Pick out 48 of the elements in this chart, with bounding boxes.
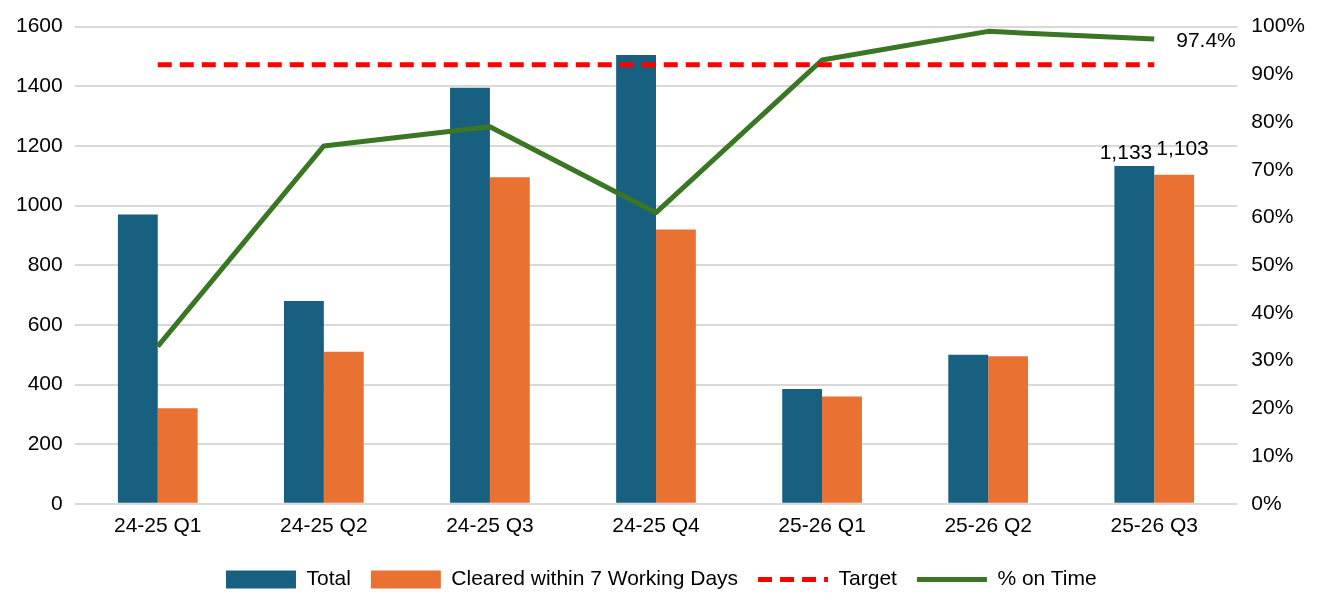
y-tick-label: 600 — [27, 311, 63, 335]
y2-tick-label: 10% — [1251, 442, 1294, 466]
bar — [1154, 174, 1195, 503]
y2-tick-label: 30% — [1251, 347, 1294, 371]
x-tick-label: 25-26 Q1 — [778, 513, 866, 537]
y2-tick-label: 80% — [1251, 108, 1294, 132]
y-tick-label: 200 — [27, 430, 63, 454]
bar — [782, 388, 823, 503]
y2-tick-label: 40% — [1251, 299, 1294, 323]
data-label: 1,133 — [1099, 139, 1153, 163]
bar — [157, 408, 198, 503]
y-tick-label: 1400 — [16, 73, 63, 97]
y2-tick-label: 100% — [1251, 13, 1306, 37]
bar — [489, 177, 530, 503]
y2-tick-label: 50% — [1251, 252, 1294, 275]
bar — [988, 356, 1029, 503]
bar — [1114, 165, 1155, 503]
bar — [450, 87, 490, 503]
legend-label: % on Time — [997, 566, 1097, 590]
bar — [117, 214, 158, 503]
y-tick-label: 0 — [51, 490, 63, 514]
x-tick-label: 25-26 Q3 — [1110, 513, 1199, 537]
bar — [822, 396, 862, 503]
legend-label: Target — [838, 566, 898, 590]
bar — [656, 229, 696, 503]
bar — [948, 354, 989, 503]
y2-tick-label: 0% — [1251, 490, 1282, 514]
y-tick-label: 400 — [27, 371, 63, 395]
y2-tick-label: 70% — [1251, 156, 1294, 180]
x-tick-label: 24-25 Q3 — [446, 513, 534, 537]
legend-label: Total — [306, 566, 351, 590]
legend-label: Cleared within 7 Working Days — [451, 566, 739, 590]
y-tick-label: 1600 — [16, 13, 63, 37]
y-tick-label: 1000 — [16, 192, 63, 216]
y2-tick-label: 90% — [1251, 61, 1294, 85]
bar — [283, 300, 324, 503]
y2-tick-label: 60% — [1251, 204, 1294, 228]
y2-tick-label: 20% — [1251, 395, 1294, 419]
x-tick-label: 24-25 Q4 — [612, 513, 701, 537]
bar — [323, 351, 364, 503]
x-tick-label: 24-25 Q1 — [113, 513, 202, 537]
data-label: 1,103 — [1156, 135, 1209, 159]
y-tick-label: 800 — [27, 252, 63, 275]
bar — [616, 54, 656, 503]
data-label: 97.4% — [1176, 27, 1236, 51]
x-tick-label: 25-26 Q2 — [944, 513, 1032, 537]
x-tick-label: 24-25 Q2 — [280, 513, 368, 537]
y-tick-label: 1200 — [16, 132, 63, 156]
